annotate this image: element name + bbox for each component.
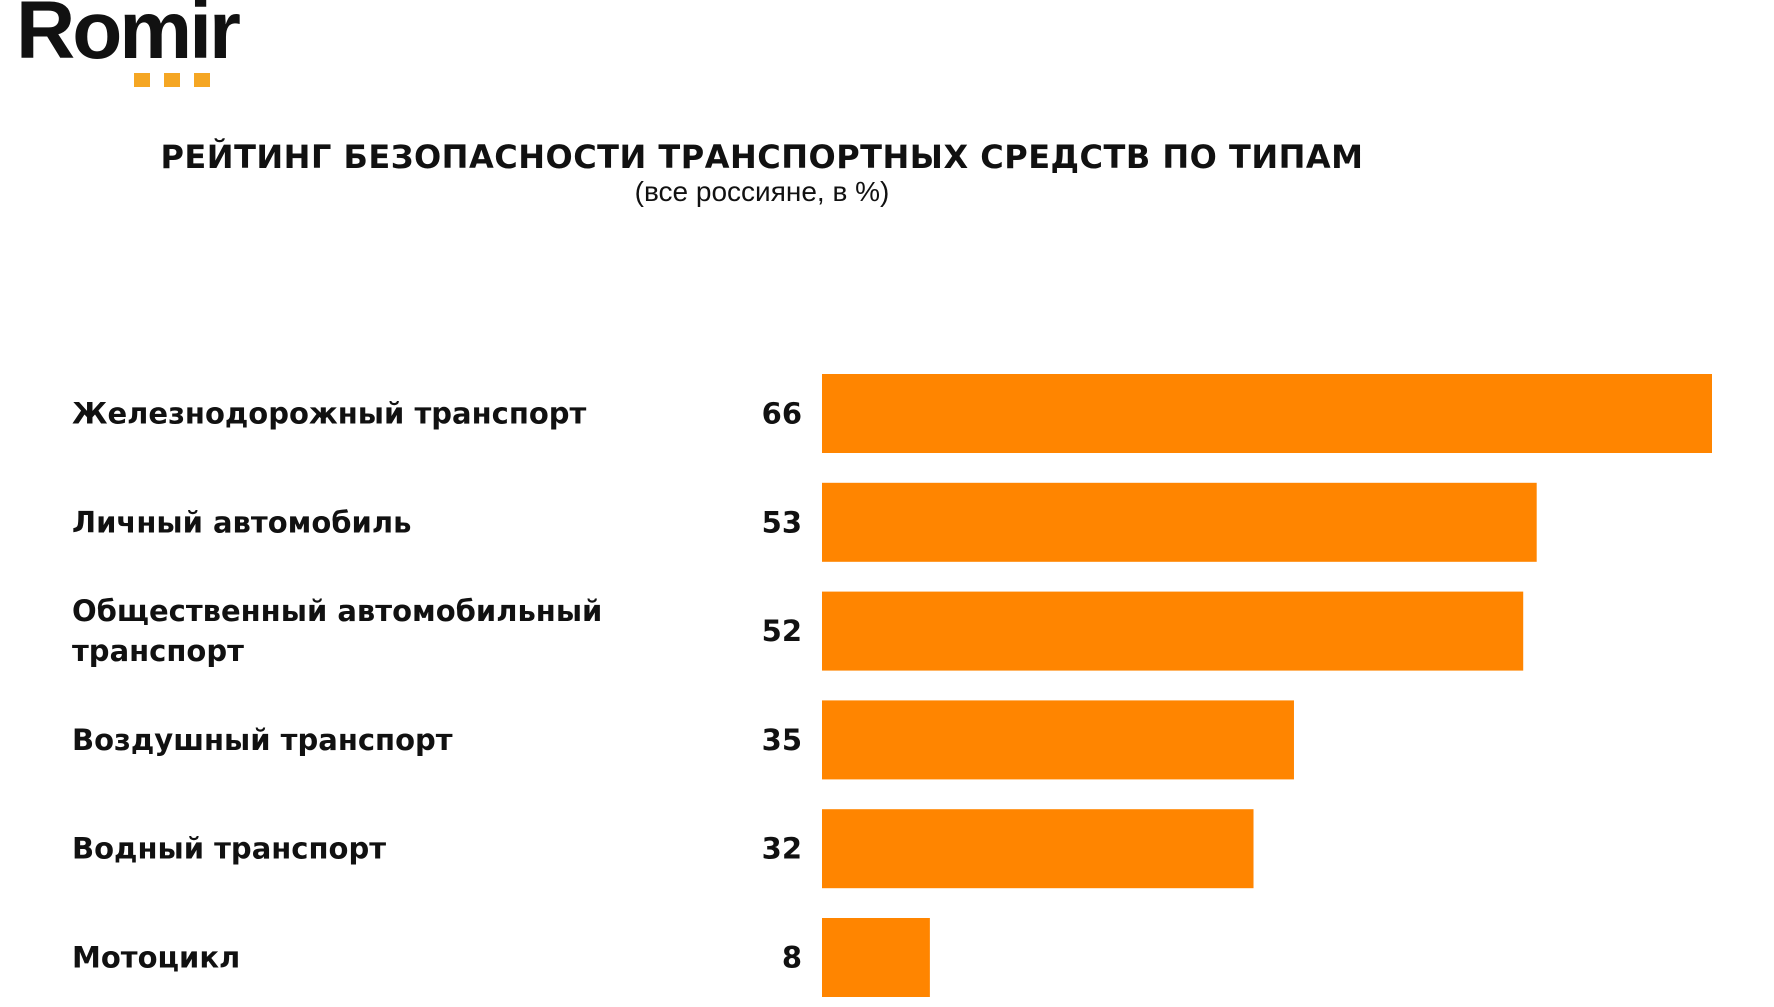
category-label: Железнодорожный транспорт	[72, 397, 587, 431]
romir-logo: Romir	[16, 0, 256, 104]
logo-dot	[134, 73, 150, 87]
category-label: Мотоцикл	[72, 941, 240, 975]
chart-subtitle: (все россияне, в %)	[634, 176, 890, 207]
data-label: 35	[762, 723, 802, 757]
chart-title: РЕЙТИНГ БЕЗОПАСНОСТИ ТРАНСПОРТНЫХ СРЕДСТ…	[160, 138, 1364, 176]
category-label: Водный транспорт	[72, 832, 386, 866]
logo-dot	[194, 73, 210, 87]
bar	[822, 918, 930, 997]
bar	[822, 482, 1537, 562]
logo-dot	[164, 73, 180, 87]
logo-dots	[134, 73, 210, 87]
data-label: 8	[782, 941, 802, 975]
data-label: 52	[762, 614, 802, 648]
data-label: 53	[762, 505, 802, 539]
category-label: Общественный автомобильный	[72, 594, 602, 628]
category-label: транспорт	[72, 634, 244, 668]
bar	[822, 374, 1712, 453]
bar	[822, 700, 1294, 780]
data-label: 32	[762, 832, 802, 866]
bar	[822, 809, 1254, 889]
bar	[822, 591, 1524, 671]
data-label: 66	[762, 397, 802, 431]
category-label: Воздушный транспорт	[72, 723, 453, 757]
category-label: Личный автомобиль	[72, 505, 411, 539]
logo-wordmark: Romir	[16, 0, 241, 76]
